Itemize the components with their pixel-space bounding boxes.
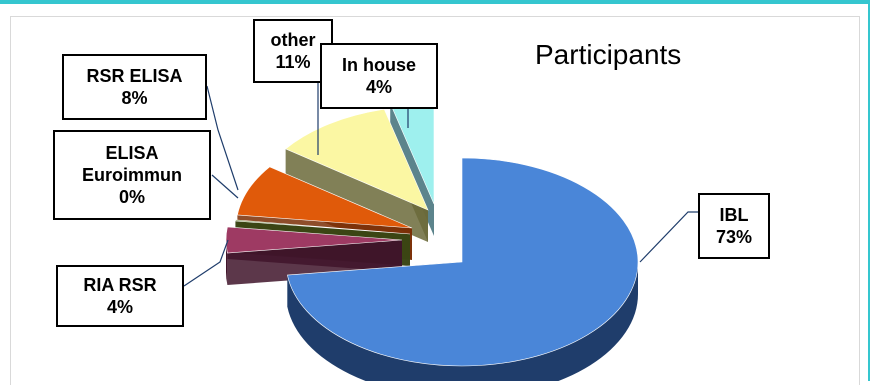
pie-slice-rsr-elisa bbox=[237, 166, 413, 229]
data-label-elisa-euroimmun-name: ELISA Euroimmun bbox=[81, 143, 182, 185]
data-label-elisa-euroimmun-value: 0% bbox=[118, 187, 145, 207]
data-label-other: other 11% bbox=[253, 19, 333, 83]
data-label-other-value: 11% bbox=[275, 52, 311, 72]
pie-slice-other bbox=[285, 108, 429, 211]
leader-line-ibl bbox=[639, 211, 698, 263]
pie-slice-ibl bbox=[287, 157, 639, 367]
pie-slice-elisa-euroimmun bbox=[235, 219, 411, 235]
leader-line-ria-rsr bbox=[183, 239, 229, 287]
pie-side-ria-rsr bbox=[226, 240, 228, 286]
data-label-ria-rsr-value: 4% bbox=[106, 297, 133, 317]
leader-line-elisa-euroimmun bbox=[211, 174, 239, 199]
data-label-ibl: IBL 73% bbox=[698, 193, 770, 259]
data-label-elisa-euroimmun: ELISA Euroimmun 0% bbox=[53, 130, 211, 220]
pie-slice-ria-rsr bbox=[225, 226, 403, 254]
pie-slices bbox=[225, 99, 639, 367]
data-label-ibl-value: 73% bbox=[715, 227, 753, 247]
data-label-ria-rsr: RIA RSR 4% bbox=[56, 265, 184, 327]
data-label-in-house-value: 4% bbox=[365, 77, 392, 97]
data-label-in-house: In house 4% bbox=[320, 43, 438, 109]
data-label-ibl-name: IBL bbox=[719, 205, 749, 225]
data-label-other-name: other bbox=[270, 30, 316, 50]
data-label-in-house-name: In house bbox=[341, 55, 416, 75]
data-label-rsr-elisa-name: RSR ELISA bbox=[86, 66, 183, 86]
data-label-ria-rsr-name: RIA RSR bbox=[83, 275, 157, 295]
data-label-rsr-elisa-value: 8% bbox=[121, 88, 148, 108]
chart-title: Participants bbox=[535, 39, 682, 70]
pie-face-other-0 bbox=[285, 148, 428, 242]
data-label-rsr-elisa: RSR ELISA 8% bbox=[62, 54, 207, 120]
leader-line-rsr-elisa bbox=[206, 85, 239, 191]
leader-lines bbox=[183, 83, 698, 287]
